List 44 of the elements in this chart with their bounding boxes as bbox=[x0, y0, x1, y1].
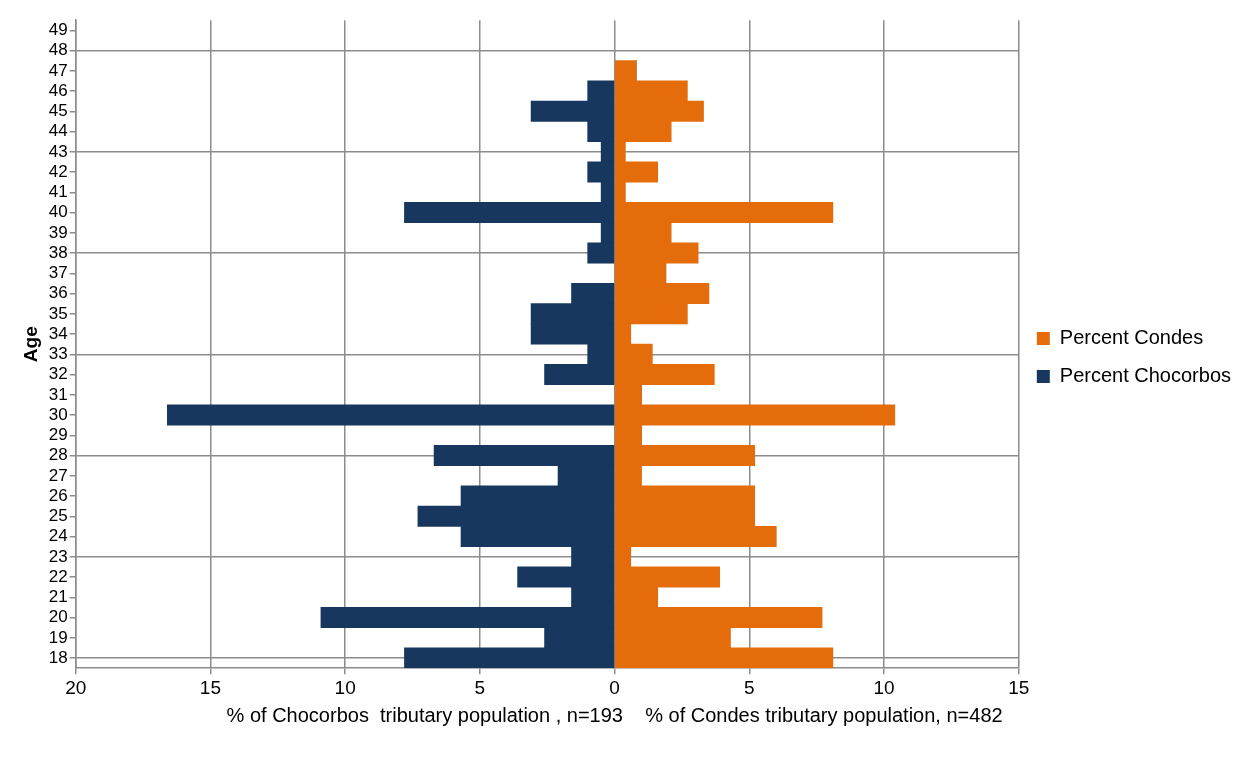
y-tick-label: 37 bbox=[48, 263, 68, 283]
y-tick-label: 20 bbox=[48, 607, 68, 627]
y-tick-label: 30 bbox=[48, 404, 68, 424]
x-axis-title: % of Chocorbos tributary population , n=193 % of Condes tributary population, n=482 bbox=[226, 703, 1003, 726]
legend-label: Percent Condes bbox=[1059, 326, 1204, 349]
x-tick-label: 15 bbox=[1008, 676, 1030, 698]
y-tick-label: 39 bbox=[48, 222, 68, 242]
legend-label: Percent Chocorbos bbox=[1059, 364, 1231, 387]
y-tick-label: 42 bbox=[48, 161, 68, 181]
y-tick-label: 34 bbox=[48, 323, 68, 343]
y-tick-label: 41 bbox=[48, 182, 68, 202]
x-tick-label: 10 bbox=[334, 676, 356, 698]
y-tick-label: 33 bbox=[48, 344, 68, 364]
y-tick-label: 32 bbox=[48, 364, 68, 384]
x-tick-label: 5 bbox=[744, 676, 755, 698]
x-tick-label: 20 bbox=[65, 676, 87, 698]
y-tick-label: 28 bbox=[48, 445, 68, 465]
y-tick-label: 23 bbox=[48, 546, 68, 566]
y-tick-label: 48 bbox=[48, 40, 68, 60]
y-tick-label: 36 bbox=[48, 283, 68, 303]
y-tick-label: 44 bbox=[48, 121, 68, 141]
y-tick-label: 19 bbox=[48, 627, 68, 647]
y-tick-label: 22 bbox=[48, 566, 68, 586]
y-tick-label: 21 bbox=[48, 587, 68, 607]
y-tick-label: 29 bbox=[48, 425, 68, 445]
x-tick-label: 15 bbox=[199, 676, 222, 698]
x-tick-label: 5 bbox=[474, 676, 486, 698]
y-tick-label: 31 bbox=[48, 384, 68, 404]
y-axis-title: Age bbox=[19, 326, 41, 363]
y-tick-label: 46 bbox=[48, 80, 68, 100]
y-tick-label: 40 bbox=[48, 202, 68, 222]
x-tick-label: 0 bbox=[609, 676, 620, 698]
y-tick-label: 18 bbox=[48, 647, 68, 667]
x-tick-label: 10 bbox=[873, 676, 895, 698]
y-tick-label: 26 bbox=[48, 485, 68, 505]
y-tick-label: 24 bbox=[48, 526, 68, 546]
y-tick-label: 25 bbox=[48, 506, 68, 526]
y-tick-label: 45 bbox=[48, 101, 68, 121]
y-tick-label: 43 bbox=[48, 141, 68, 161]
y-tick-label: 38 bbox=[48, 242, 68, 262]
y-tick-label: 49 bbox=[48, 20, 68, 40]
y-tick-label: 47 bbox=[48, 60, 68, 80]
y-tick-label: 35 bbox=[48, 303, 68, 323]
y-tick-label: 27 bbox=[48, 465, 68, 485]
